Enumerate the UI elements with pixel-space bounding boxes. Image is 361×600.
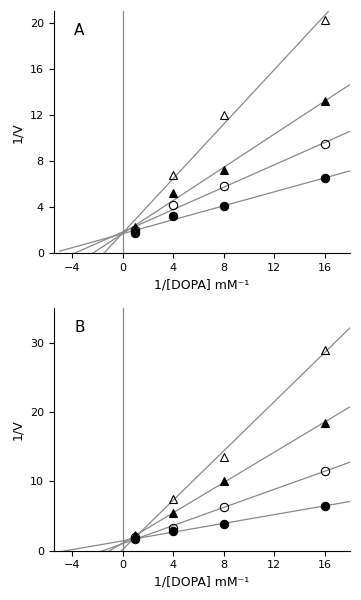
Text: A: A [74,23,84,38]
Y-axis label: 1/V: 1/V [11,122,24,143]
X-axis label: 1/[DOPA] mM⁻¹: 1/[DOPA] mM⁻¹ [154,576,249,589]
Y-axis label: 1/V: 1/V [11,419,24,440]
X-axis label: 1/[DOPA] mM⁻¹: 1/[DOPA] mM⁻¹ [154,278,249,292]
Text: B: B [74,320,85,335]
